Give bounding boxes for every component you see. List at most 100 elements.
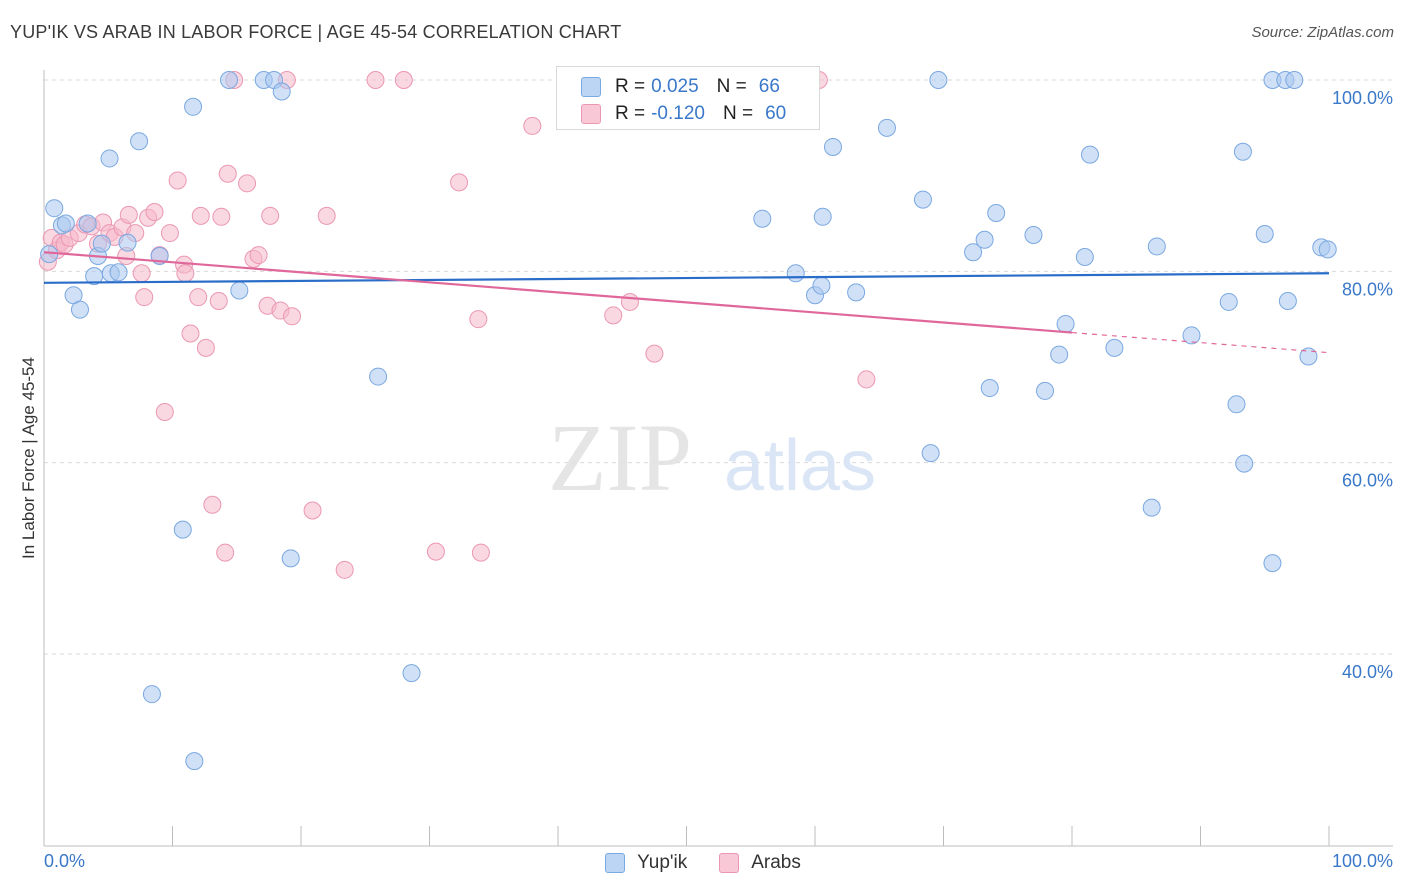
y-tick-label: 80.0%: [1342, 279, 1393, 299]
legend-n-label: N =: [716, 76, 747, 97]
legend-r-value: 0.025: [651, 76, 699, 97]
yupik-point: [980, 379, 999, 398]
x-tick-label-min: 0.0%: [44, 851, 86, 871]
series-swatch-arabs: [719, 853, 740, 873]
yupik-point: [1080, 145, 1099, 164]
series-legend-yupik: Yup'ik: [605, 852, 687, 874]
arabs-point: [317, 206, 336, 225]
yupik-point: [92, 234, 111, 253]
yupik-points: [40, 71, 1337, 771]
yupik-point: [753, 209, 772, 228]
grid-lines: [44, 79, 1393, 655]
yupik-point: [1024, 225, 1043, 244]
arabs-point: [135, 288, 154, 307]
yupik-point: [184, 97, 203, 116]
arabs-point: [335, 560, 354, 579]
arabs-point: [261, 206, 280, 225]
yupik-point: [813, 207, 832, 226]
series-legend: Yup'ik Arabs: [0, 852, 1406, 874]
arabs-point: [189, 288, 208, 307]
chart-title: YUP'IK VS ARAB IN LABOR FORCE | AGE 45-5…: [10, 22, 622, 42]
yupik-point: [402, 664, 421, 683]
yupik-point: [786, 264, 805, 283]
yupik-point: [1182, 326, 1201, 345]
arabs-point: [155, 402, 174, 421]
arabs-point: [604, 306, 623, 325]
arabs-point: [191, 206, 210, 225]
arabs-point: [203, 495, 222, 514]
yupik-point: [109, 263, 128, 282]
y-tick-label: 60.0%: [1342, 471, 1393, 491]
legend-swatch-arabs: [581, 104, 601, 124]
watermark-zip: ZIP: [548, 404, 692, 511]
legend-r-label: R =: [615, 103, 646, 124]
yupik-trend-line: [43, 272, 1330, 284]
trend-lines: [43, 251, 1330, 354]
arabs-trend-extension: [1071, 331, 1330, 354]
arabs-point: [196, 338, 215, 357]
arabs-point: [249, 246, 268, 265]
arabs-point: [426, 542, 445, 561]
yupik-point: [1235, 454, 1254, 473]
yupik-point: [1318, 240, 1337, 259]
yupik-point: [877, 118, 896, 137]
yupik-point: [812, 276, 831, 295]
yupik-point: [1299, 347, 1318, 366]
yupik-point: [130, 132, 149, 151]
y-tick-labels: 100.0% 80.0% 60.0% 40.0%: [1332, 88, 1393, 682]
arabs-point: [523, 116, 542, 135]
arabs-point: [238, 174, 257, 193]
arabs-point: [645, 344, 664, 363]
yupik-point: [78, 214, 97, 233]
yupik-point: [185, 752, 204, 771]
yupik-point: [1227, 395, 1246, 414]
chart-source: Source: ZipAtlas.com: [1251, 24, 1394, 41]
yupik-point: [369, 367, 388, 386]
arabs-point: [450, 173, 469, 192]
arabs-point: [469, 310, 488, 329]
series-label-arabs: Arabs: [751, 852, 801, 873]
arabs-point: [132, 264, 151, 283]
x-tick-label-max: 100.0%: [1331, 851, 1393, 871]
yupik-point: [1233, 142, 1252, 161]
series-label-yupik: Yup'ik: [637, 852, 688, 873]
yupik-point: [1263, 554, 1282, 573]
watermark-atlas: atlas: [724, 426, 876, 506]
arabs-point: [145, 203, 164, 222]
yupik-point: [1056, 314, 1075, 333]
arabs-trend-line: [43, 251, 1073, 334]
legend-row-yupik: R = 0.025 N = 66: [581, 74, 780, 100]
yupik-point: [847, 283, 866, 302]
arabs-point: [181, 324, 200, 343]
yupik-point: [987, 203, 1006, 222]
yupik-point: [975, 230, 994, 249]
series-swatch-yupik: [605, 853, 626, 873]
axes: [43, 70, 1393, 847]
yupik-point: [921, 444, 940, 463]
arabs-point: [160, 224, 179, 243]
legend-r-value: -0.120: [651, 103, 705, 124]
yupik-point: [142, 685, 161, 704]
arabs-point: [283, 307, 302, 326]
yupik-point: [1147, 237, 1166, 256]
correlation-legend: R = 0.025 N = 66 R = -0.120 N = 60: [556, 66, 820, 130]
arabs-point: [119, 205, 138, 224]
legend-n-value: 66: [758, 76, 780, 97]
yupik-point: [1105, 338, 1124, 357]
legend-r-label: R =: [615, 76, 646, 97]
yupik-point: [173, 520, 192, 539]
arabs-point: [176, 264, 195, 283]
arabs-point: [218, 164, 237, 183]
yupik-point: [1036, 381, 1055, 400]
arabs-point: [620, 292, 639, 311]
arabs-point: [857, 370, 876, 389]
yupik-point: [118, 233, 137, 252]
yupik-point: [272, 82, 291, 101]
arabs-point: [212, 207, 231, 226]
x-tick-marks: [172, 826, 1330, 846]
arabs-point: [216, 543, 235, 562]
legend-swatch-yupik: [581, 77, 601, 97]
series-legend-arabs: Arabs: [719, 852, 801, 874]
yupik-point: [823, 137, 842, 156]
